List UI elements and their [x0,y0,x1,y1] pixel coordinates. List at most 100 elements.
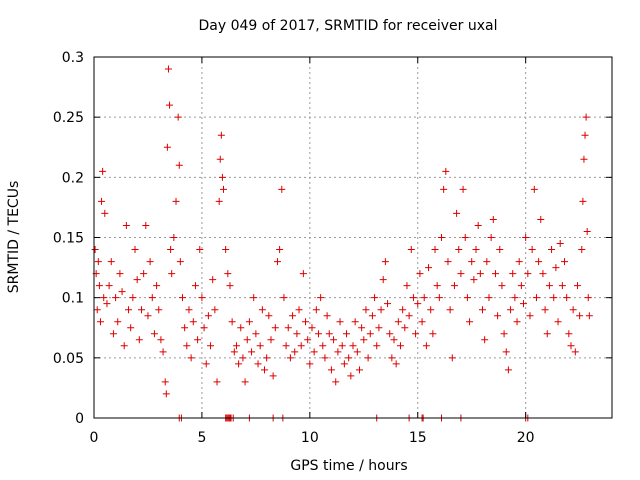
x-tick-label: 20 [517,430,535,446]
data-point [431,246,439,254]
data-point [453,209,461,217]
data-point [494,312,502,320]
data-point [99,167,107,175]
data-point [317,294,325,302]
data-point [122,221,130,229]
data-point [330,336,338,344]
data-point [170,234,178,241]
data-point [580,155,588,163]
data-point [217,131,225,139]
data-point [181,324,189,332]
data-point [144,312,152,320]
data-point [213,378,221,386]
data-point [237,324,245,332]
data-point [364,354,372,362]
data-point [491,270,499,278]
data-point [437,234,445,241]
data-point [109,330,117,338]
data-point [371,294,379,302]
data-point [254,360,262,368]
data-point [310,348,318,356]
data-point [509,270,517,278]
data-point [343,330,351,338]
data-point [513,318,521,326]
data-point [418,318,426,326]
data-point [232,342,240,350]
data-point [265,312,273,320]
data-point [351,318,359,326]
data-point [459,185,467,193]
data-point [552,264,560,272]
data-point [543,330,551,338]
data-point [427,306,435,314]
data-point [520,300,528,308]
x-tick-label: 10 [301,430,319,446]
data-point [504,366,512,374]
data-point [377,306,385,314]
y-tick-label: 0.15 [53,231,84,247]
data-point [433,282,441,290]
data-point [353,348,361,356]
data-point [183,342,191,350]
data-point [282,342,290,350]
data-point [558,282,566,290]
data-point [321,354,329,362]
data-point [209,276,217,284]
data-point [191,282,199,290]
y-tick-label: 0.2 [62,170,84,186]
data-point [222,246,230,254]
data-point [567,342,575,350]
data-point [556,240,564,248]
data-point [302,318,310,326]
data-point [278,185,286,193]
data-point [407,246,415,254]
data-point [125,306,133,314]
data-point [98,197,106,205]
data-point [403,282,411,290]
data-point [545,282,553,290]
chart-title: Day 049 of 2017, SRMTID for receiver uxa… [198,18,497,34]
data-point [569,306,577,314]
data-point [409,294,417,302]
data-point [224,270,232,278]
x-tick-label: 0 [90,430,99,446]
data-point [131,246,139,254]
data-point [548,246,556,254]
data-point [392,360,400,368]
data-point [539,270,547,278]
data-point [457,270,465,278]
data-point [515,258,523,266]
data-point [284,324,292,332]
data-point [386,330,394,338]
data-point [105,282,113,290]
data-point [487,234,495,241]
data-point [91,246,99,254]
data-point [174,113,182,121]
data-point [142,221,150,229]
data-point [146,258,154,266]
data-point [198,294,206,302]
data-point [498,282,506,290]
data-point [273,258,281,266]
data-point [312,306,320,314]
data-point [347,372,355,380]
data-point [476,270,484,278]
data-point [563,294,571,302]
data-point [565,330,573,338]
data-point [157,336,165,344]
data-point [474,221,482,229]
data-point [194,336,202,344]
data-point [127,324,135,332]
data-point [314,330,322,338]
data-point [435,294,443,302]
data-point [446,306,454,314]
data-point [258,306,266,314]
data-point [384,300,392,308]
data-point [440,185,448,193]
data-point [261,366,269,374]
data-point [394,318,402,326]
data-point [175,161,183,169]
data-point [96,318,104,326]
data-point [579,197,587,205]
data-point [202,360,210,368]
